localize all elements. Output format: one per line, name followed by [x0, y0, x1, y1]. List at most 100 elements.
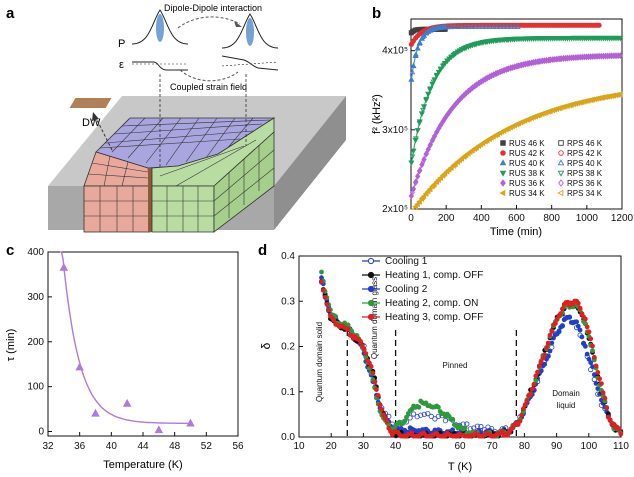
panel-b-xlabel: Time (min) — [490, 226, 542, 238]
b-point — [497, 68, 503, 75]
b-point — [426, 186, 432, 193]
d-ytick-label: 0.4 — [281, 251, 295, 262]
b-point — [486, 135, 492, 142]
b-point — [431, 135, 436, 142]
panel-c-ylabel: τ (min) — [5, 329, 17, 361]
b-point — [561, 55, 567, 62]
d-point — [320, 287, 326, 293]
b-point — [592, 96, 598, 102]
panel-d: d 10 20 30 40 50 60 70 80 90 100 110 0.0 0.1 0.2 0.3 0.… — [258, 242, 629, 473]
d-annotation-liquid-2: liquid — [557, 401, 576, 410]
d-point — [588, 360, 594, 366]
b-point — [459, 94, 465, 101]
b-point — [455, 23, 461, 29]
d-point — [478, 423, 484, 430]
b-point — [409, 154, 416, 160]
b-point — [557, 55, 563, 62]
b-legend-label: RUS 38 K — [509, 169, 545, 178]
p-label: P — [118, 38, 125, 50]
c-ytick-label: 400 — [27, 247, 44, 258]
d-point — [560, 306, 565, 312]
b-point — [483, 23, 490, 29]
b-legend-marker — [557, 159, 565, 166]
d-point — [604, 405, 610, 411]
b-point — [504, 65, 510, 73]
d-point — [402, 418, 408, 424]
d-point — [583, 343, 588, 349]
panel-c-label: c — [6, 242, 14, 259]
b-point — [409, 189, 415, 196]
dipole-arrow-top-head — [234, 21, 242, 27]
b-legend-label: RPS 34 K — [567, 189, 603, 198]
b-point — [567, 102, 573, 108]
b-point — [550, 56, 556, 63]
c-xtick-label: 44 — [137, 441, 149, 452]
d-point — [586, 329, 592, 335]
d-point — [326, 307, 332, 313]
d-point — [517, 418, 523, 424]
b-point — [424, 150, 429, 157]
d-point — [544, 345, 549, 350]
green-grid — [152, 139, 275, 232]
d-point — [618, 431, 624, 437]
d-point — [474, 423, 480, 429]
d-legend-label: Heating 3, comp. OFF — [385, 312, 483, 323]
d-point — [345, 326, 351, 332]
d-legend-marker — [367, 271, 375, 279]
b-xtick-label: 1200 — [611, 213, 634, 224]
b-legend-marker — [499, 170, 507, 177]
b-point — [581, 98, 587, 105]
d-legend-label: Heating 2, comp. ON — [385, 298, 478, 309]
b-ytick-label: 2x10⁵ — [382, 204, 408, 215]
b-point — [542, 109, 549, 116]
b-point — [507, 124, 513, 131]
b-point — [487, 73, 493, 80]
dw-label: DW — [82, 117, 101, 129]
d-point — [460, 421, 466, 427]
d-annotation-glass: Quantum domain glass — [370, 277, 379, 359]
b-xtick-label: 0 — [408, 213, 414, 224]
b-point — [417, 31, 422, 37]
b-point — [472, 41, 479, 48]
b-point — [497, 129, 503, 136]
b-point — [441, 24, 447, 30]
b-point — [521, 117, 527, 124]
b-point — [455, 49, 461, 55]
b-point — [511, 23, 518, 29]
d-point — [588, 336, 594, 342]
b-point — [595, 95, 601, 102]
d-ytick-label: 0.0 — [281, 432, 295, 443]
panel-d-plot: 10 20 30 40 50 60 70 80 90 100 110 0.0 0.1 0.2 0.3 0.4 Q… — [281, 251, 629, 452]
b-point — [501, 67, 507, 74]
b-point — [413, 51, 419, 57]
b-point — [504, 126, 510, 132]
d-point — [425, 410, 431, 417]
panel-c-xlabel: Temperature (K) — [103, 459, 182, 471]
b-point — [493, 131, 499, 138]
b-point — [486, 39, 493, 45]
d-point — [602, 395, 608, 401]
d-point — [535, 369, 540, 375]
b-point — [556, 105, 563, 111]
c-point — [75, 362, 84, 371]
d-point — [450, 427, 456, 433]
d-point — [435, 413, 441, 419]
d-point — [552, 321, 558, 326]
d-point — [377, 402, 383, 408]
b-point — [441, 62, 447, 68]
d-point — [519, 412, 525, 418]
panel-c-plot: 32 36 40 44 48 52 56 0 100 200 300 400 — [27, 247, 244, 452]
b-point — [493, 23, 500, 29]
b-point — [553, 106, 559, 112]
domain-wall — [148, 168, 152, 232]
d-point — [358, 339, 363, 345]
b-point — [476, 23, 483, 29]
d-point — [361, 346, 367, 352]
d-point — [567, 314, 572, 320]
d-point — [384, 419, 390, 425]
c-xtick-label: 56 — [232, 441, 244, 452]
b-legend-marker — [558, 140, 564, 146]
b-legend-marker — [500, 140, 506, 146]
b-point — [546, 108, 552, 115]
b-point — [476, 79, 482, 87]
